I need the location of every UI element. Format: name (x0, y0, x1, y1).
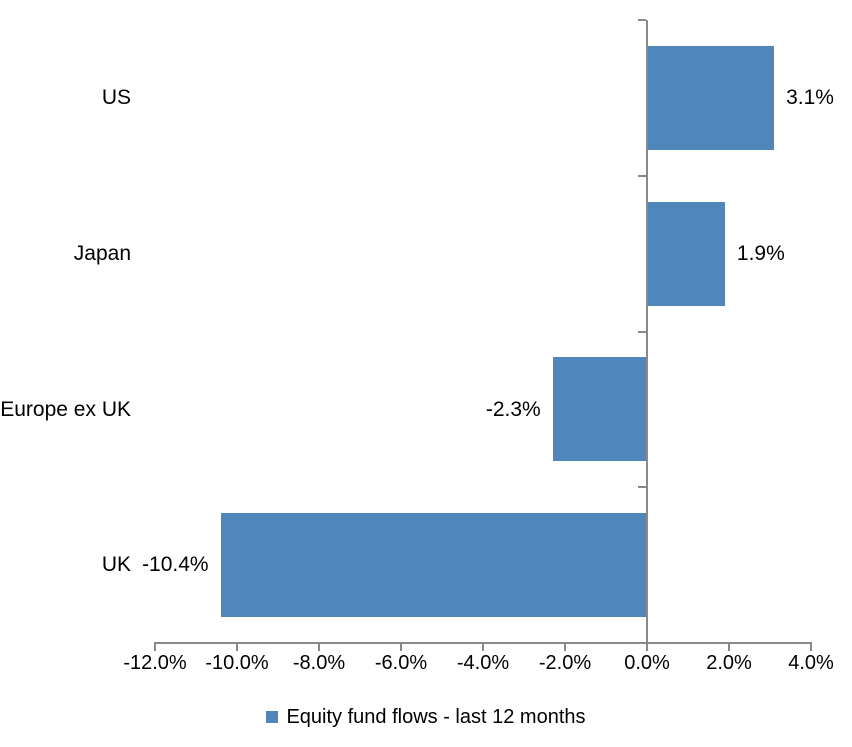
legend-series-marker-icon (266, 711, 279, 723)
data-label: -2.3% (485, 397, 541, 421)
x-axis-tick-label: 4.0% (788, 652, 834, 674)
legend-series-label: Equity fund flows - last 12 months (286, 705, 586, 728)
category-label: Japan (73, 241, 131, 265)
category-label: UK (101, 553, 131, 577)
data-label: -10.4% (142, 553, 209, 577)
y-axis-tick (638, 330, 646, 333)
x-axis-tick-label: -2.0% (538, 652, 592, 674)
bar-japan (647, 201, 725, 306)
x-axis-tick-label: 2.0% (706, 652, 752, 674)
x-axis-tick (318, 643, 320, 651)
x-axis-tick (400, 643, 402, 651)
bar-us (647, 45, 775, 150)
x-axis-tick (236, 643, 238, 651)
x-axis-tick-label: -10.0% (205, 652, 269, 674)
x-axis-tick-label: -12.0% (123, 652, 187, 674)
x-axis-tick-label: 0.0% (624, 652, 670, 674)
x-axis-tick (482, 643, 484, 651)
y-axis-tick (638, 19, 646, 21)
x-axis-tick (564, 643, 566, 651)
x-axis-tick-label: -4.0% (456, 652, 510, 674)
category-label: Europe ex UK (0, 397, 131, 421)
y-axis-tick (638, 486, 646, 489)
zero-axis-line (646, 20, 648, 643)
data-label: 3.1% (786, 86, 834, 109)
x-axis-tick-label: -6.0% (374, 652, 428, 674)
y-axis-tick (638, 174, 646, 177)
bar-uk (220, 513, 647, 618)
x-axis-tick (810, 643, 812, 651)
x-axis-tick (154, 643, 156, 651)
category-label: US (101, 86, 131, 109)
legend: Equity fund flows - last 12 months (0, 702, 852, 732)
data-label: 1.9% (736, 241, 785, 265)
x-axis-tick-label: -8.0% (292, 652, 346, 674)
y-axis-tick (638, 642, 646, 644)
x-axis-tick (646, 643, 648, 651)
bar-europe-ex-uk (552, 357, 647, 462)
x-axis-tick (728, 643, 730, 651)
